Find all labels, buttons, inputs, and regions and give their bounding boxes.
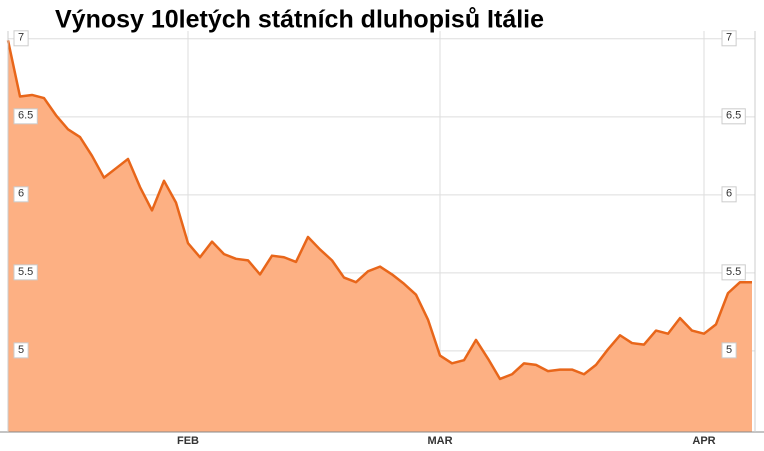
x-tick-label: MAR: [427, 435, 452, 447]
label-box: [13, 342, 29, 359]
label-box: [721, 342, 737, 359]
y2-tick-label: 5.5: [726, 266, 741, 278]
y-tick-label: 7: [18, 32, 24, 44]
y2-tick-label: 5: [726, 344, 732, 356]
chart-title: Výnosy 10letých státních dluhopisů Itáli…: [55, 6, 544, 34]
label-box: [721, 186, 737, 203]
line: [6, 40, 752, 381]
x-tick-label: FEB: [177, 435, 199, 447]
label-box: [13, 264, 38, 281]
y-tick-label: 6: [18, 188, 24, 200]
area: [8, 40, 752, 432]
y-tick-label: 5.5: [18, 266, 33, 278]
y2-tick-label: 7: [726, 32, 732, 44]
y-tick-label: 5: [18, 344, 24, 356]
y2-tick-label: 6: [726, 188, 732, 200]
label-box: [721, 264, 746, 281]
y-tick-label: 6.5: [18, 110, 33, 122]
x-tick-label: APR: [692, 435, 715, 447]
label-box: [13, 108, 38, 125]
label-box: [721, 108, 746, 125]
label-box: [721, 30, 737, 47]
y2-tick-label: 6.5: [726, 110, 741, 122]
label-box: [13, 186, 29, 203]
label-box: [13, 30, 29, 47]
